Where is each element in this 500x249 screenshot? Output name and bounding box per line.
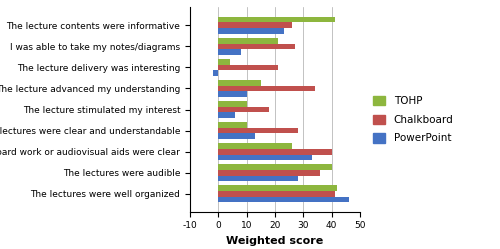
Bar [218, 164, 332, 170]
Bar [218, 59, 230, 64]
Bar [218, 44, 295, 49]
Bar [218, 197, 348, 202]
Bar [212, 70, 218, 76]
Bar [218, 149, 332, 155]
Bar [218, 185, 338, 191]
Bar [218, 28, 284, 34]
Bar [218, 22, 292, 28]
Bar [218, 86, 314, 91]
Bar [218, 191, 334, 197]
Bar [218, 91, 246, 97]
Bar [218, 155, 312, 160]
Bar [218, 80, 261, 86]
Legend: TOHP, Chalkboard, PowerPoint: TOHP, Chalkboard, PowerPoint [368, 92, 458, 148]
Bar [218, 176, 298, 181]
Bar [218, 107, 270, 112]
Bar [218, 38, 278, 44]
X-axis label: Weighted score: Weighted score [226, 236, 324, 246]
Bar [218, 122, 246, 128]
Bar [218, 128, 298, 133]
Bar [218, 112, 236, 118]
Bar [218, 101, 246, 107]
Bar [218, 143, 292, 149]
Bar [218, 49, 241, 55]
Bar [218, 170, 320, 176]
Bar [218, 17, 334, 22]
Bar [218, 133, 255, 139]
Bar [218, 64, 278, 70]
